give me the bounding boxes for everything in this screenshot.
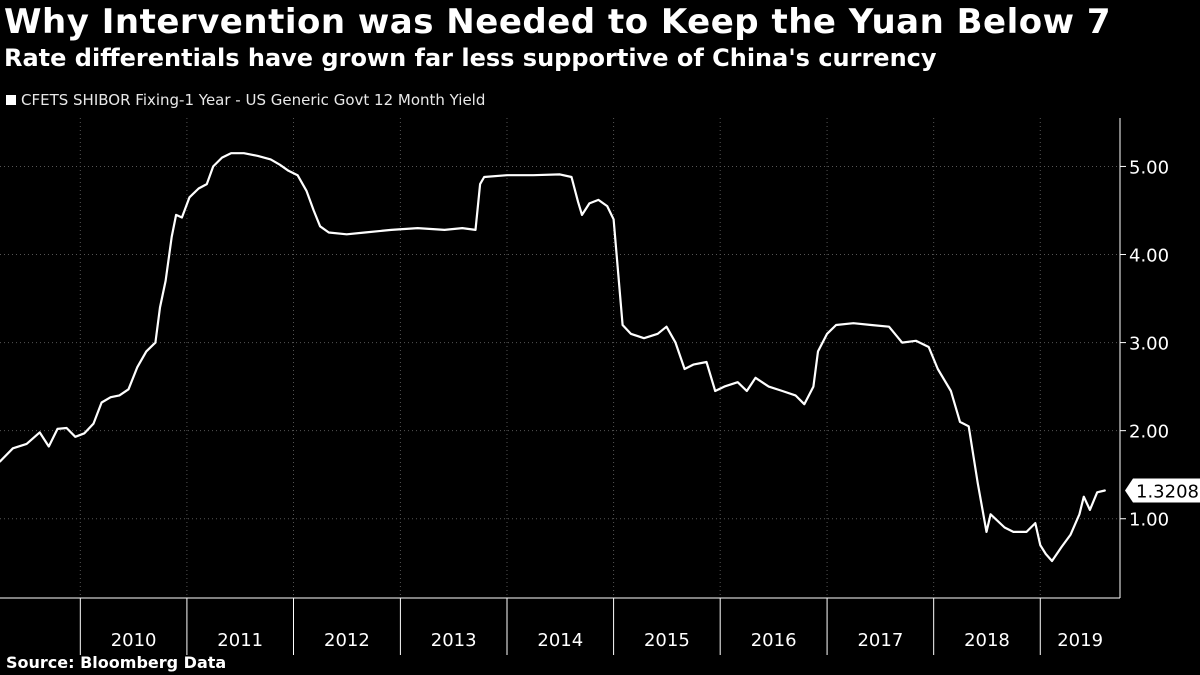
x-tick-label: 2016 bbox=[751, 630, 797, 651]
y-tick-label: 1.00 bbox=[1129, 510, 1169, 531]
x-tick-label: 2015 bbox=[644, 630, 690, 651]
x-tick-label: 2018 bbox=[964, 630, 1010, 651]
chart-labels: 1.00 2.00 3.00 4.00 5.00 2010 2011 2012 2013 2014… bbox=[111, 157, 1200, 651]
chart-subtitle: Rate differentials have grown far less s… bbox=[4, 44, 937, 72]
x-tick-label: 2012 bbox=[324, 630, 370, 651]
y-tick-label: 5.00 bbox=[1129, 157, 1169, 178]
chart-legend: CFETS SHIBOR Fixing-1 Year - US Generic … bbox=[6, 91, 485, 109]
legend-swatch bbox=[6, 95, 16, 105]
legend-label: CFETS SHIBOR Fixing-1 Year - US Generic … bbox=[21, 91, 486, 109]
chart-axes bbox=[0, 118, 1126, 655]
x-tick-label: 2017 bbox=[857, 630, 903, 651]
x-tick-label: 2013 bbox=[431, 630, 477, 651]
y-tick-label: 3.00 bbox=[1129, 334, 1169, 355]
x-tick-label: 2014 bbox=[537, 630, 583, 651]
chart-grid bbox=[0, 118, 1120, 598]
last-value-badge bbox=[1125, 478, 1200, 503]
series-layer bbox=[0, 152, 1106, 563]
last-value-label: 1.3208 bbox=[1136, 481, 1199, 502]
y-tick-label: 4.00 bbox=[1129, 246, 1169, 267]
x-tick-label: 2011 bbox=[217, 630, 263, 651]
chart-title: Why Intervention was Needed to Keep the … bbox=[4, 2, 1112, 42]
series-line bbox=[0, 152, 1106, 563]
x-tick-label: 2010 bbox=[111, 630, 157, 651]
source-note: Source: Bloomberg Data bbox=[6, 653, 227, 672]
y-tick-label: 2.00 bbox=[1129, 422, 1169, 443]
x-tick-label: 2019 bbox=[1057, 630, 1103, 651]
